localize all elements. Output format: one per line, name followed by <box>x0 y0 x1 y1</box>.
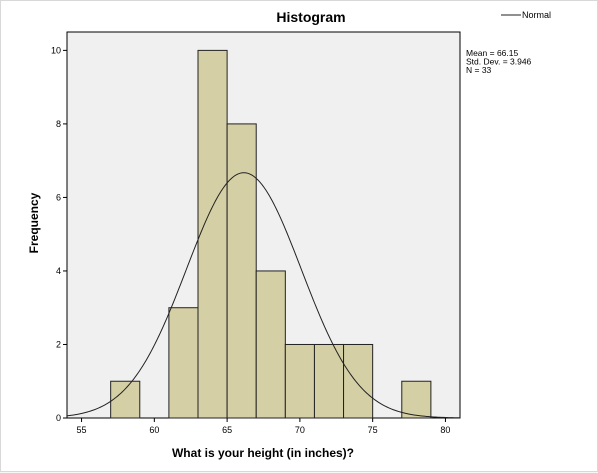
stat-line: Mean = 66.15 <box>466 48 518 58</box>
y-axis: 0 2 4 6 8 10 <box>51 45 67 423</box>
y-tick-label: 6 <box>56 192 61 202</box>
x-tick-label: 65 <box>222 425 232 435</box>
y-tick-label: 0 <box>56 413 61 423</box>
histogram-bar-7 <box>313 343 345 419</box>
histogram-bar-3 <box>197 49 228 419</box>
normal-curve-layer <box>66 172 461 419</box>
stat-line: N = 33 <box>466 65 492 75</box>
y-axis-title: Frequency <box>27 192 41 253</box>
x-axis: 55 60 65 70 75 80 <box>77 418 450 435</box>
x-tick-label: 80 <box>440 425 450 435</box>
x-axis-title: What is your height (in inches)? <box>172 446 354 460</box>
bars <box>110 49 432 419</box>
x-tick-label: 55 <box>77 425 87 435</box>
legend-label: Normal <box>522 10 551 20</box>
x-tick-label: 70 <box>295 425 305 435</box>
histogram-bar-2 <box>168 307 199 419</box>
normal-curve <box>66 172 461 419</box>
y-tick-label: 8 <box>56 119 61 129</box>
histogram-bar-4 <box>226 123 257 419</box>
x-tick-label: 60 <box>149 425 159 435</box>
x-tick-label: 75 <box>368 425 378 435</box>
stat-line: Std. Dev. = 3.946 <box>466 57 532 67</box>
chart-title: Histogram <box>276 9 345 25</box>
histogram-bar-5 <box>255 270 286 419</box>
legend: Normal <box>501 10 551 20</box>
histogram-bar-6 <box>284 343 315 419</box>
y-tick-label: 10 <box>51 45 61 55</box>
y-tick-label: 4 <box>56 266 61 276</box>
histogram-bar-8 <box>343 343 374 419</box>
y-tick-label: 2 <box>56 339 61 349</box>
histogram-bar-1 <box>110 380 141 419</box>
histogram-bar-9 <box>401 380 432 419</box>
